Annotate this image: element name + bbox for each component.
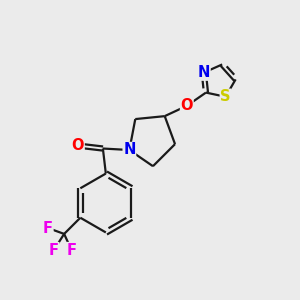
Text: F: F <box>43 220 53 236</box>
Text: F: F <box>49 243 59 258</box>
Text: N: N <box>198 65 210 80</box>
Text: S: S <box>220 89 231 104</box>
Text: N: N <box>123 142 136 158</box>
Text: F: F <box>67 243 76 258</box>
Text: O: O <box>72 138 84 153</box>
Text: O: O <box>181 98 193 113</box>
